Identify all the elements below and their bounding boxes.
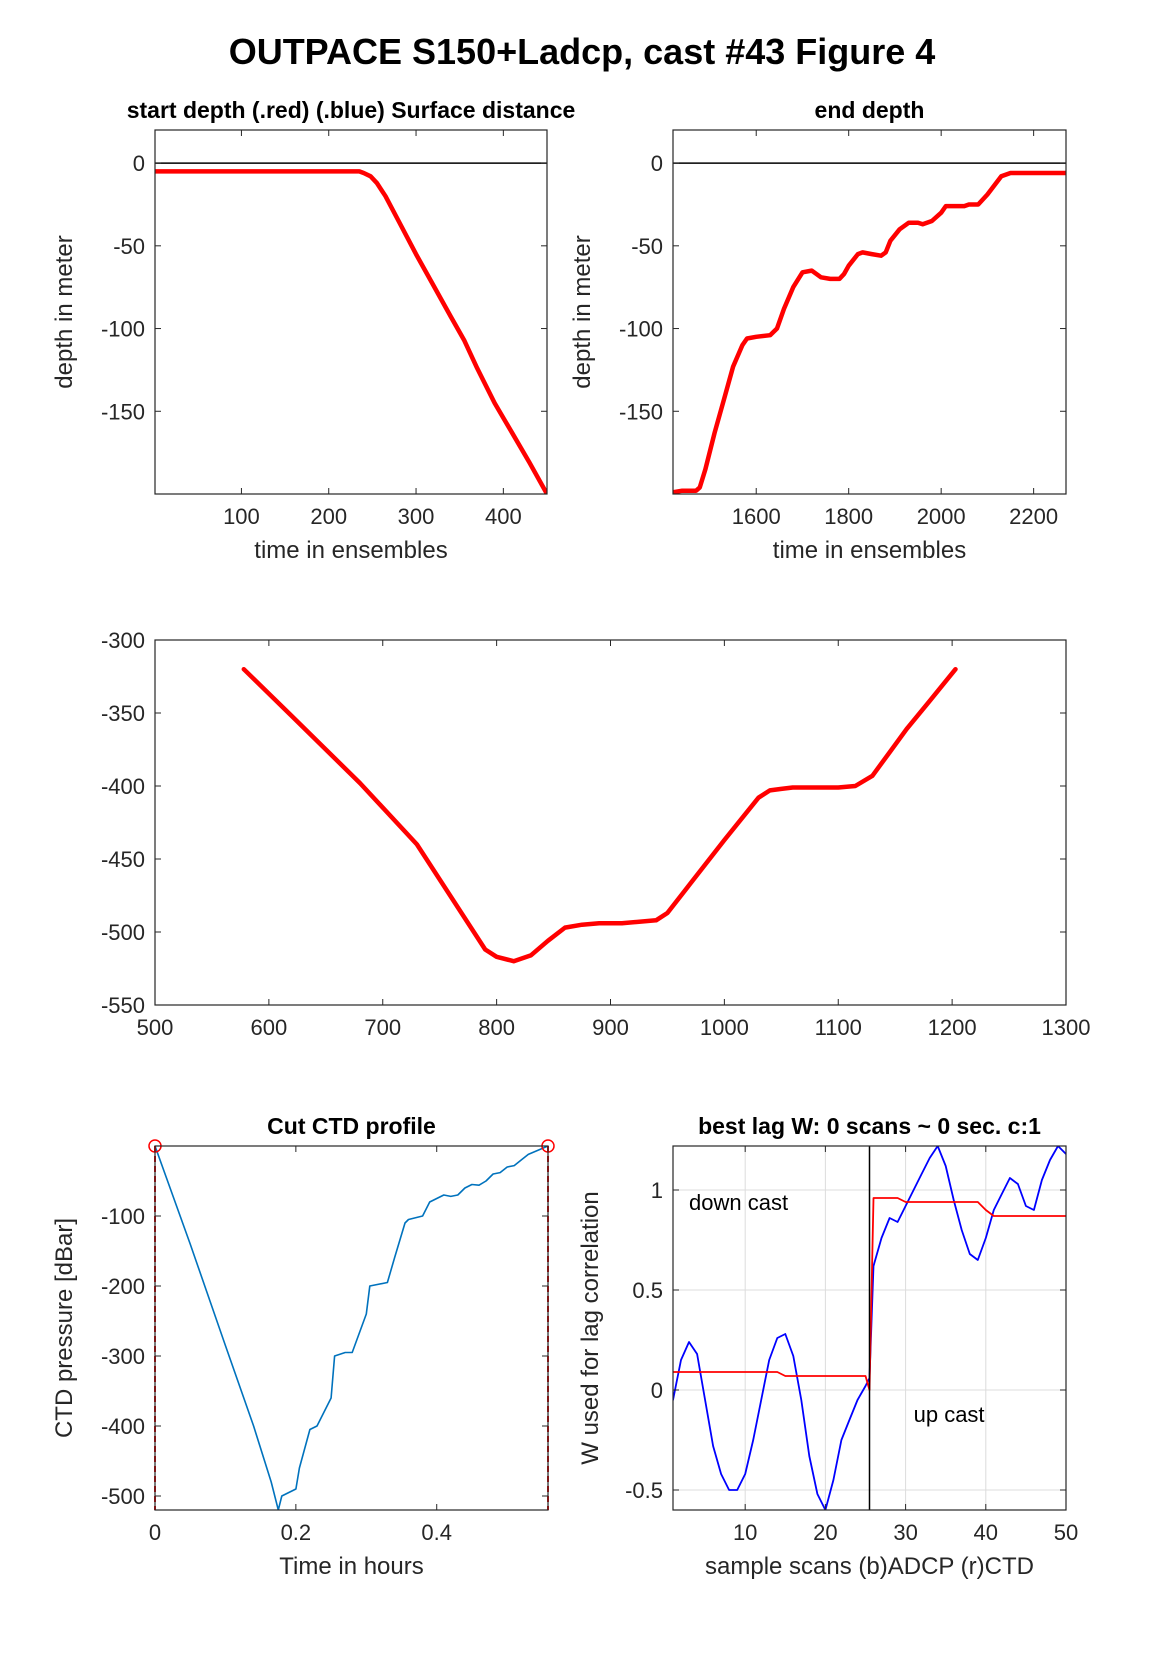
y-tick-label: -50 [631,234,663,259]
axes-title: Cut CTD profile [267,1113,436,1139]
series-line-0 [155,169,547,494]
chart-best_lag: 10 20 30 40 50 1 0.5 0 -0.5 best lag W: 0 scans ~… [577,1113,1078,1580]
axes-frame [154,129,548,495]
x-tick-label: 30 [893,1520,917,1545]
x-axis-label: Time in hours [279,1553,424,1580]
x-tick-label: 900 [592,1015,629,1040]
y-tick-label: -150 [101,399,145,424]
x-tick-label: 700 [364,1015,401,1040]
y-tick-label: 0.5 [632,1278,663,1303]
axes-title: best lag W: 0 scans ~ 0 sec. c:1 [698,1113,1041,1139]
x-tick-label: 600 [251,1015,288,1040]
chart-middle: 500 600 700 800 900 1000 1100 1200 1300 -300 -350 -… [101,628,1091,1040]
x-tick-label: 0.4 [421,1520,452,1545]
axes-title: end depth [815,97,925,123]
axes-frame [154,639,1067,1006]
y-axis-label: depth in meter [51,235,78,388]
x-tick-label: 200 [310,504,347,529]
y-tick-label: 0 [133,151,145,176]
figure-title: OUTPACE S150+Ladcp, cast #43 Figure 4 [229,31,936,72]
x-tick-label: 1800 [824,504,873,529]
y-axis-label: CTD pressure [dBar] [51,1218,78,1438]
x-tick-label: 100 [223,504,260,529]
x-axis-label: time in ensembles [773,537,966,564]
y-tick-label: -350 [101,701,145,726]
axes-frame [672,1145,1067,1511]
y-tick-label: -450 [101,847,145,872]
chart-end_depth: 1600 1800 2000 2200 0 -50 -100 -150 end depth tim… [569,97,1067,564]
x-tick-label: 300 [398,504,435,529]
series-line-0 [673,170,1066,494]
y-tick-label: -500 [101,1484,145,1509]
y-tick-label: -400 [101,774,145,799]
y-tick-label: -500 [101,920,145,945]
y-tick-label: -50 [113,234,145,259]
x-tick-label: 20 [813,1520,837,1545]
series-line-ctd [673,1197,1066,1391]
x-tick-label: 1100 [815,1015,862,1040]
axes-title: start depth (.red) (.blue) Surface dista… [127,97,576,123]
y-axis-label: depth in meter [569,235,596,388]
x-tick-label: 1600 [732,504,781,529]
y-tick-label: -300 [101,628,145,653]
annotation-label: down cast [689,1190,788,1215]
plot-area [155,1146,548,1510]
plot-area [155,162,547,494]
y-axis-label: W used for lag correlation [577,1191,604,1464]
series-line-0 [155,1146,548,1510]
y-tick-label: 0 [651,1378,663,1403]
y-tick-label: -100 [101,1204,145,1229]
x-tick-label: 10 [733,1520,757,1545]
y-tick-label: -0.5 [625,1478,663,1503]
y-tick-label: -150 [619,399,663,424]
plot-area [673,162,1066,494]
y-tick-label: -550 [101,993,145,1018]
x-tick-label: 400 [485,504,522,529]
y-tick-label: -400 [101,1414,145,1439]
chart-start_depth: 100 200 300 400 0 -50 -100 -150 start depth (.re… [51,97,575,564]
x-tick-label: 1200 [928,1015,977,1040]
series-line-0 [241,666,958,964]
x-axis-label: sample scans (b)ADCP (r)CTD [705,1553,1034,1580]
x-tick-label: 1300 [1042,1015,1091,1040]
x-tick-label: 800 [478,1015,515,1040]
y-tick-label: -200 [101,1274,145,1299]
y-tick-label: 1 [651,1178,663,1203]
y-tick-label: 0 [651,151,663,176]
x-tick-label: 2000 [917,504,966,529]
axes-frame [154,1145,549,1511]
x-tick-label: 500 [137,1015,174,1040]
x-axis-label: time in ensembles [254,537,447,564]
x-tick-label: 1000 [700,1015,749,1040]
x-tick-label: 0 [149,1520,161,1545]
x-tick-label: 50 [1054,1520,1078,1545]
y-tick-label: -300 [101,1344,145,1369]
y-tick-label: -100 [619,317,663,342]
plot-area [241,666,958,964]
x-tick-label: 40 [974,1520,998,1545]
axes-frame [672,129,1067,495]
x-tick-label: 0.2 [281,1520,312,1545]
chart-cut_ctd: 0 0.2 0.4 -100 -200 -300 -400 -500 Cut CTD profi… [51,1113,555,1580]
y-tick-label: -100 [101,317,145,342]
x-tick-label: 2200 [1009,504,1058,529]
annotation-label: up cast [914,1402,985,1427]
